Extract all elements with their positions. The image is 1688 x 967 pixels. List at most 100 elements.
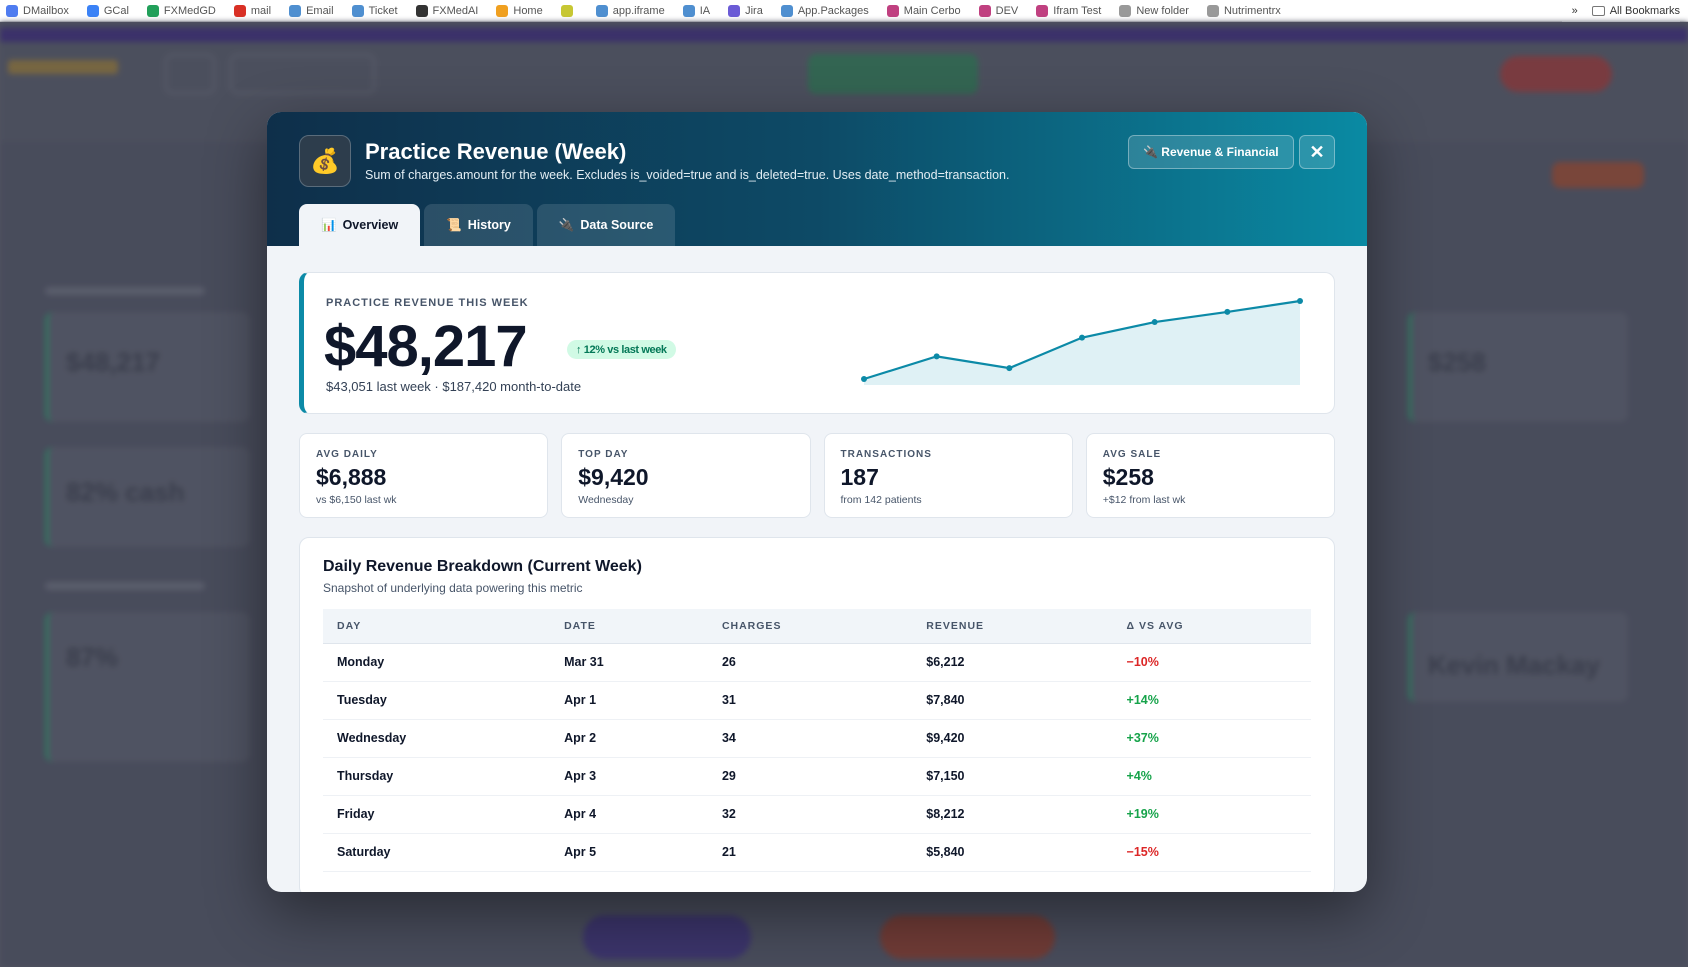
bookmark-favicon-icon	[1206, 4, 1219, 17]
cell-charges: 21	[707, 833, 913, 872]
modal-body: PRACTICE REVENUE THIS WEEK $48,217 ↑ 12%…	[299, 272, 1335, 892]
all-bookmarks-button[interactable]: All Bookmarks	[1591, 5, 1680, 17]
money-bag-icon: 💰	[299, 135, 351, 187]
stat-value: $6,888	[316, 464, 387, 490]
cell-day: Tuesday	[323, 681, 551, 720]
hero-label: PRACTICE REVENUE THIS WEEK	[326, 297, 529, 309]
category-tag-button[interactable]: 🔌 Revenue & Financial	[1128, 135, 1294, 169]
bookmark-item[interactable]	[560, 4, 578, 17]
bookmark-favicon-icon	[780, 4, 793, 17]
cell-charges: 31	[707, 681, 913, 720]
bar-chart-icon: 📊	[321, 217, 337, 232]
cell-day: Friday	[323, 795, 551, 834]
bookmark-label: DMailbox	[23, 4, 69, 17]
hero-footnote: $43,051 last week · $187,420 month-to-da…	[326, 379, 582, 394]
table-header-row: DAY DATE CHARGES REVENUE Δ VS AVG	[323, 609, 1311, 644]
bookmark-item[interactable]: Ticket	[351, 4, 398, 17]
bookmark-item[interactable]: Main Cerbo	[886, 4, 961, 17]
bookmark-item[interactable]: app.iframe	[595, 4, 665, 17]
table-row: Wednesday Apr 2 34 $9,420 +37%	[323, 719, 1311, 758]
bookmarks-overflow-button[interactable]: »	[1571, 5, 1578, 17]
bookmark-label: GCal	[103, 4, 129, 17]
tab-label: Data Source	[580, 218, 654, 232]
bookmark-label: mail	[250, 4, 272, 17]
plug-icon: 🔌	[558, 217, 575, 232]
bookmark-label: FXMedAI	[432, 4, 479, 17]
bookmark-item[interactable]: Home	[496, 4, 543, 17]
cell-date: Apr 3	[550, 757, 708, 796]
bookmark-item[interactable]: mail	[233, 4, 272, 17]
bookmark-item[interactable]: App.Packages	[780, 4, 869, 17]
bookmark-favicon-icon	[682, 4, 695, 17]
stat-card: AVG DAILY $6,888 vs $6,150 last wk	[299, 433, 549, 518]
sparkline-point-thu	[1079, 334, 1085, 341]
bookmark-item[interactable]: FXMedAI	[415, 4, 479, 17]
bookmark-item[interactable]: FXMedGD	[146, 4, 216, 17]
tab-overview[interactable]: 📊 Overview	[299, 204, 421, 246]
stat-sub: vs $6,150 last wk	[316, 494, 397, 506]
bookmark-item[interactable]: New folder	[1119, 4, 1189, 17]
bookmark-favicon-icon	[146, 4, 159, 17]
bookmark-favicon-icon	[1036, 4, 1049, 17]
bookmark-item[interactable]: DEV	[978, 4, 1019, 17]
bookmark-item[interactable]: IA	[682, 4, 711, 17]
bookmark-label: App.Packages	[797, 4, 869, 17]
cell-charges: 26	[707, 643, 913, 682]
stat-label: AVG DAILY	[316, 449, 378, 460]
tab-label: Overview	[342, 218, 399, 232]
sparkline-point-tue	[933, 353, 940, 360]
cell-delta: +14%	[1112, 681, 1311, 720]
folder-icon	[1591, 6, 1605, 16]
stats-row: AVG DAILY $6,888 vs $6,150 last wk TOP DAY $…	[299, 433, 1335, 518]
stat-sub: +$12 from last wk	[1102, 494, 1186, 506]
cell-revenue: $7,840	[912, 681, 1113, 720]
cell-delta: +37%	[1112, 719, 1311, 758]
all-bookmarks-label: All Bookmarks	[1609, 5, 1680, 17]
stat-sub: Wednesday	[578, 494, 634, 506]
bookmark-item[interactable]: GCal	[86, 4, 129, 17]
cell-charges: 32	[707, 795, 913, 834]
sparkline-point-mon	[861, 376, 867, 382]
bookmark-favicon-icon	[351, 4, 364, 17]
cell-day: Monday	[323, 643, 551, 682]
table-row: Friday Apr 4 32 $8,212 +19%	[323, 795, 1311, 834]
tab-history[interactable]: 📜 History	[424, 204, 533, 246]
cell-day: Thursday	[323, 757, 551, 796]
table-row: Tuesday Apr 1 31 $7,840 +14%	[323, 681, 1311, 720]
table-subtitle: Snapshot of underlying data powering thi…	[323, 581, 583, 595]
tab-data-source[interactable]: 🔌 Data Source	[536, 204, 676, 246]
bookmark-favicon-icon	[289, 4, 302, 17]
bookmark-item[interactable]: Nutrimentrx	[1206, 4, 1281, 17]
bookmark-label: Main Cerbo	[903, 4, 961, 17]
stat-label: AVG SALE	[1102, 449, 1162, 460]
stat-value: $258	[1102, 464, 1154, 490]
bookmark-label: IA	[699, 4, 711, 17]
metric-detail-modal: 💰 Practice Revenue (Week) Sum of charges…	[267, 112, 1367, 892]
cell-date: Mar 31	[550, 643, 708, 682]
bookmark-item[interactable]: Ifram Test	[1036, 4, 1101, 17]
bookmark-label: Jira	[745, 4, 763, 17]
cell-day: Wednesday	[323, 719, 551, 758]
sparkline-point-wed	[1006, 365, 1013, 372]
column-header: Δ VS AVG	[1112, 609, 1311, 644]
bookmark-favicon-icon	[415, 4, 428, 17]
stat-label: TOP DAY	[578, 449, 629, 460]
bookmark-favicon-icon	[728, 4, 741, 17]
bookmark-item[interactable]: DMailbox	[6, 4, 69, 17]
cell-day: Saturday	[323, 833, 551, 872]
cell-date: Apr 4	[550, 795, 708, 834]
cell-date: Apr 1	[550, 681, 708, 720]
bookmark-label: DEV	[995, 4, 1019, 17]
daily-breakdown-card: Daily Revenue Breakdown (Current Week) S…	[299, 537, 1335, 892]
sparkline-point-sat	[1224, 308, 1231, 315]
bookmark-item[interactable]: Email	[289, 4, 334, 17]
sparkline-point-fri	[1151, 319, 1158, 326]
bookmark-item[interactable]: Jira	[728, 4, 763, 17]
stat-card: AVG SALE $258 +$12 from last wk	[1085, 433, 1335, 518]
bookmark-favicon-icon	[1119, 4, 1132, 17]
cell-date: Apr 2	[550, 719, 708, 758]
modal-tabs: 📊 Overview 📜 History 🔌 Data Source	[299, 204, 676, 246]
cell-delta: −15%	[1112, 833, 1311, 872]
column-header: CHARGES	[707, 609, 913, 644]
close-button[interactable]: ✕	[1299, 135, 1335, 169]
